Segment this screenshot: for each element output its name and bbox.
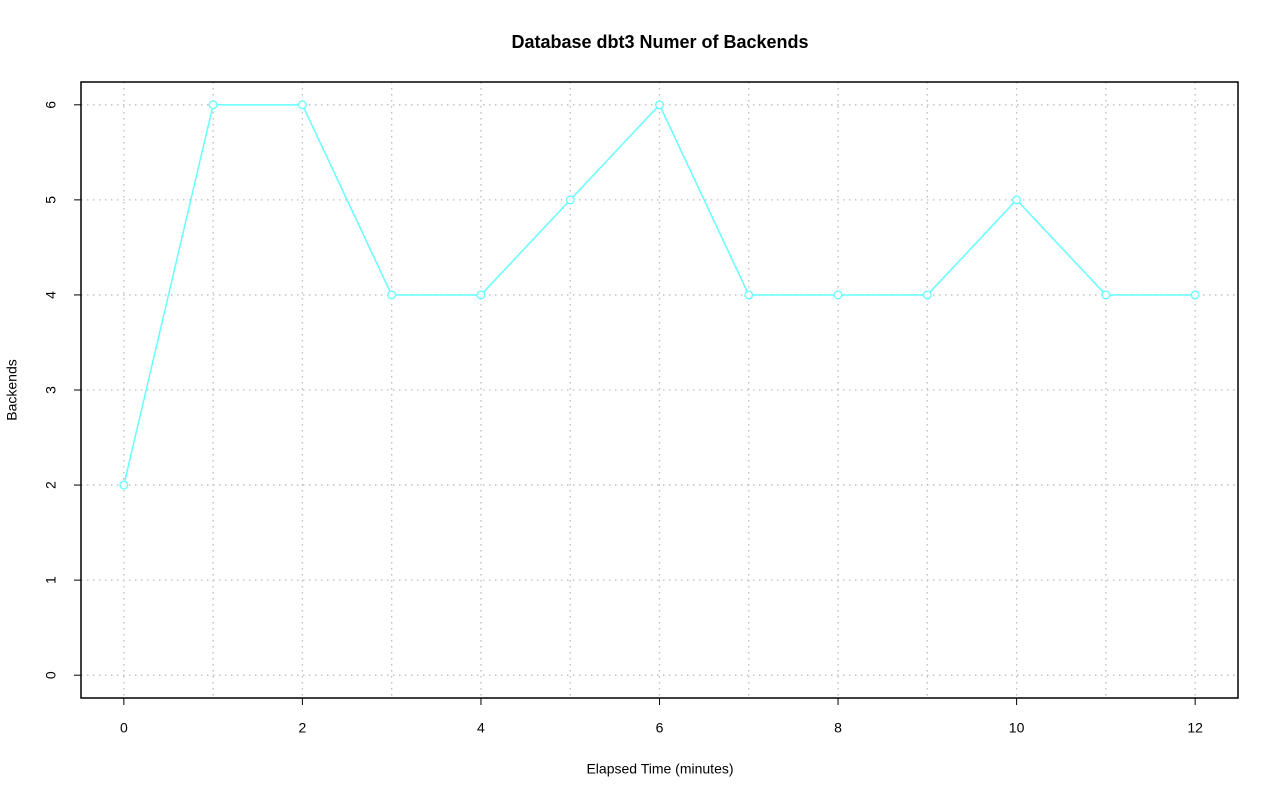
data-point bbox=[1190, 290, 1200, 300]
x-tick-label: 12 bbox=[1187, 720, 1203, 736]
data-point bbox=[476, 290, 486, 300]
y-tick-label: 5 bbox=[43, 196, 59, 204]
data-point bbox=[297, 100, 307, 110]
chart-title: Database dbt3 Numer of Backends bbox=[511, 32, 808, 52]
data-point bbox=[655, 100, 664, 110]
data-point bbox=[387, 290, 397, 300]
data-point bbox=[1101, 290, 1111, 300]
x-tick-label: 6 bbox=[656, 720, 664, 736]
data-point bbox=[1012, 195, 1022, 205]
y-tick-label: 6 bbox=[43, 101, 59, 109]
x-tick-label: 10 bbox=[1009, 720, 1025, 736]
data-point bbox=[922, 290, 932, 300]
data-point bbox=[119, 480, 129, 490]
x-axis-label: Elapsed Time (minutes) bbox=[586, 761, 733, 777]
data-point bbox=[833, 290, 843, 300]
x-tick-label: 2 bbox=[299, 720, 307, 736]
y-tick-label: 3 bbox=[43, 386, 59, 394]
y-axis-label: Backends bbox=[4, 359, 20, 420]
y-tick-label: 2 bbox=[43, 481, 59, 489]
plot-frame bbox=[80, 81, 1239, 699]
y-tick-label: 4 bbox=[43, 291, 59, 299]
x-tick-label: 0 bbox=[120, 720, 128, 736]
data-point bbox=[744, 290, 754, 300]
x-tick-label: 4 bbox=[477, 720, 485, 736]
y-tick-label: 1 bbox=[43, 576, 59, 584]
data-point bbox=[208, 100, 218, 110]
series-line bbox=[123, 103, 1196, 486]
data-point bbox=[565, 195, 575, 205]
x-tick-label: 8 bbox=[834, 720, 842, 736]
y-tick-label: 0 bbox=[43, 671, 59, 679]
